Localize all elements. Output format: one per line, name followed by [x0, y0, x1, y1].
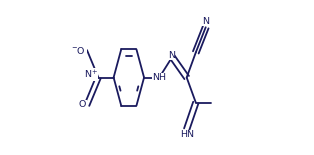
Text: N: N	[202, 17, 209, 26]
Text: O: O	[79, 100, 86, 109]
Text: NH: NH	[152, 73, 166, 82]
Text: N$^{+}$: N$^{+}$	[84, 68, 98, 81]
Text: HN: HN	[180, 130, 194, 139]
Text: N: N	[168, 51, 175, 60]
Text: $^{-}$O: $^{-}$O	[71, 45, 86, 56]
